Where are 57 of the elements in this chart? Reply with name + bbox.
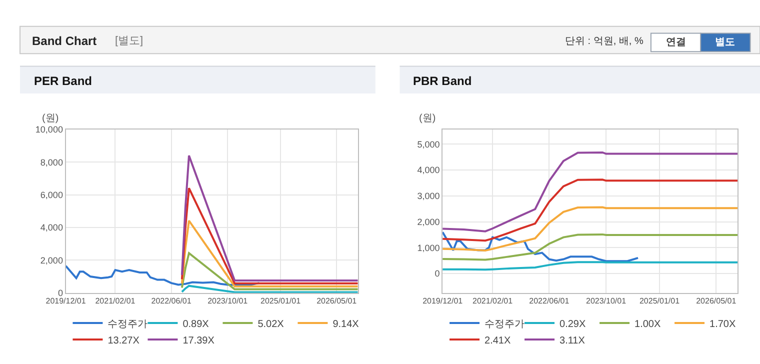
y-tick-label: 6,000 bbox=[40, 190, 63, 200]
text: Band Chart bbox=[32, 34, 97, 48]
legend-label: 9.14X bbox=[332, 318, 360, 330]
x-tick-label: 2023/10/01 bbox=[208, 296, 248, 306]
x-tick-label: 2022/06/01 bbox=[529, 296, 570, 306]
y-tick-label: 2,000 bbox=[417, 216, 440, 227]
x-tick-label: 2026/05/01 bbox=[316, 296, 358, 306]
text: 연결 bbox=[666, 37, 686, 48]
y-tick-label: 1,000 bbox=[417, 242, 440, 253]
line-series bbox=[66, 264, 260, 286]
y-tick-label: 3,000 bbox=[417, 191, 440, 202]
legend-label: 수정주가 bbox=[484, 318, 525, 330]
x-tick-label: 2021/02/01 bbox=[95, 296, 136, 306]
y-tick-label: 10,000 bbox=[35, 124, 63, 135]
y-tick-label: 4,000 bbox=[417, 165, 440, 176]
x-tick-label: 2019/12/01 bbox=[46, 296, 86, 306]
line-series bbox=[180, 284, 358, 293]
legend-label: 13.27X bbox=[108, 335, 140, 346]
text: 단위 : 억원, 배, % bbox=[565, 36, 644, 47]
line-series bbox=[442, 233, 738, 261]
x-tick-label: 2019/12/01 bbox=[422, 296, 464, 306]
chart-title: PBR Band bbox=[413, 74, 472, 88]
y-axis-title: (원) bbox=[42, 113, 59, 124]
chart-title: PER Band bbox=[34, 74, 92, 88]
line-series bbox=[442, 231, 640, 262]
legend-label: 수정주가 bbox=[108, 318, 148, 330]
y-tick-label: 0 bbox=[434, 268, 440, 279]
line-series bbox=[442, 178, 738, 242]
legend-label: 1.70X bbox=[710, 318, 736, 330]
text: 별도 bbox=[715, 37, 735, 48]
x-tick-label: 2021/02/01 bbox=[472, 296, 514, 306]
y-tick-label: 5,000 bbox=[417, 139, 440, 150]
legend-label: 0.29X bbox=[560, 318, 586, 330]
y-tick-label: 2,000 bbox=[40, 255, 63, 266]
y-tick-label: 8,000 bbox=[40, 157, 63, 168]
line-series bbox=[180, 154, 358, 282]
line-series bbox=[180, 252, 358, 290]
text: [별도] bbox=[115, 35, 144, 47]
line-series bbox=[180, 187, 358, 284]
legend-label: 17.39X bbox=[182, 335, 215, 346]
line-series bbox=[180, 220, 358, 288]
x-tick-label: 2025/01/01 bbox=[639, 296, 680, 306]
line-series bbox=[442, 151, 738, 232]
legend-label: 3.11X bbox=[560, 335, 586, 346]
legend-label: 0.89X bbox=[182, 318, 210, 330]
x-tick-label: 2022/06/01 bbox=[151, 296, 192, 306]
legend-label: 1.00X bbox=[634, 318, 661, 330]
x-tick-label: 2025/01/01 bbox=[260, 296, 302, 306]
y-tick-label: 4,000 bbox=[40, 222, 63, 233]
line-series bbox=[442, 206, 738, 252]
y-axis-title: (원) bbox=[419, 113, 436, 124]
y-tick-label: 0 bbox=[58, 288, 63, 298]
line-series bbox=[442, 261, 738, 271]
legend-label: 5.02X bbox=[258, 318, 284, 330]
legend-label: 2.41X bbox=[484, 335, 511, 346]
x-tick-label: 2023/10/01 bbox=[586, 296, 627, 306]
x-tick-label: 2026/05/01 bbox=[696, 296, 737, 306]
